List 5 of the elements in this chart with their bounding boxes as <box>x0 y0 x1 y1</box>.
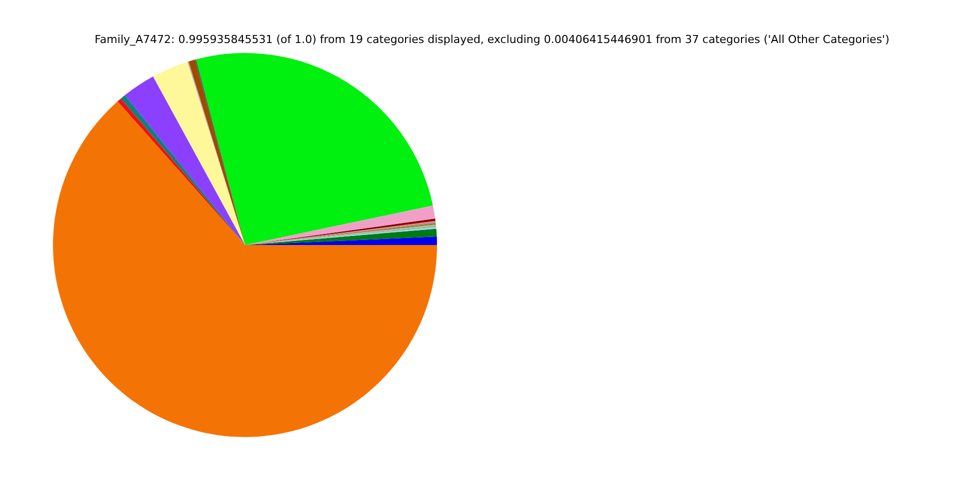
pie-slice <box>245 205 436 245</box>
pie-slice <box>53 101 437 437</box>
pie-slice <box>153 62 245 245</box>
text: Family_A7472: 0.995935845531 (of 1.0) from 19 categories displayed, excluding 0.00406415446901 from 37 categories ('All Other Categories') <box>94 33 890 46</box>
pie-slice <box>196 53 433 245</box>
